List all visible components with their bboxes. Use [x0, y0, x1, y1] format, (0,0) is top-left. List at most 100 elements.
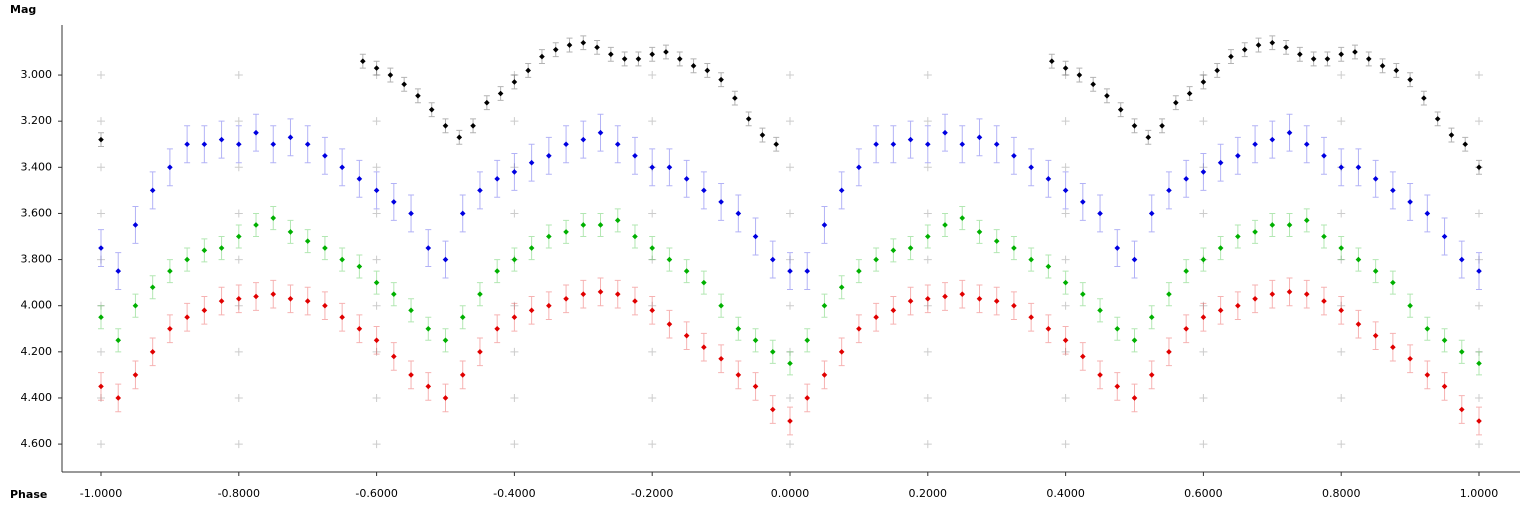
data-point — [942, 222, 948, 228]
grid-plus — [234, 117, 243, 126]
data-point — [1131, 395, 1138, 401]
data-point — [959, 141, 966, 148]
data-point — [253, 129, 259, 136]
data-point — [1080, 199, 1086, 205]
data-point — [115, 337, 122, 344]
data-point — [1076, 72, 1083, 78]
data-point — [1200, 314, 1207, 321]
grid-plus — [786, 209, 795, 218]
data-point — [115, 395, 122, 401]
data-point — [1448, 132, 1455, 138]
y-tick-label: 3.800 — [21, 253, 53, 266]
data-point — [632, 233, 638, 240]
data-point — [1062, 65, 1069, 71]
data-point — [1252, 229, 1258, 235]
data-point — [580, 39, 587, 46]
data-point — [149, 349, 156, 355]
data-point — [494, 176, 500, 182]
data-point — [287, 229, 294, 235]
data-point — [566, 42, 573, 48]
data-point — [1117, 106, 1124, 113]
x-tick-label: 0.0000 — [771, 487, 810, 500]
data-point — [1131, 337, 1138, 344]
data-point — [704, 67, 711, 74]
data-point — [856, 325, 862, 332]
data-point — [621, 56, 628, 62]
data-point — [1255, 42, 1262, 48]
data-point — [649, 164, 656, 171]
data-point — [787, 418, 793, 424]
grid-plus — [1061, 163, 1070, 172]
data-point — [1148, 314, 1155, 321]
data-point — [1424, 372, 1431, 378]
grid-plus — [1337, 209, 1346, 218]
data-point — [287, 134, 294, 141]
data-point — [1159, 122, 1165, 129]
data-point — [235, 295, 242, 302]
data-point — [976, 229, 983, 235]
data-point — [1393, 67, 1400, 74]
data-point — [373, 279, 380, 286]
x-tick-label: -0.4000 — [493, 487, 535, 500]
data-point — [356, 325, 363, 332]
data-point — [322, 152, 328, 159]
data-point — [614, 217, 621, 224]
data-point — [1355, 321, 1362, 327]
data-point — [614, 291, 621, 297]
data-point — [1214, 67, 1220, 74]
data-point — [1241, 46, 1248, 53]
data-point — [759, 132, 766, 138]
data-point — [477, 187, 483, 194]
y-tick-label: 4.400 — [21, 391, 53, 404]
data-point — [1049, 58, 1055, 65]
data-point — [408, 307, 414, 314]
data-point — [98, 136, 104, 143]
grid-plus — [372, 209, 381, 218]
data-point — [184, 314, 190, 321]
grid-plus — [510, 209, 519, 218]
grid-plus — [1061, 255, 1070, 264]
data-point — [1183, 268, 1189, 274]
data-point — [804, 337, 811, 344]
x-tick-label: 1.0000 — [1460, 487, 1499, 500]
grid-plus — [1337, 71, 1346, 80]
data-point — [373, 187, 380, 194]
data-point — [442, 337, 449, 344]
data-point — [167, 325, 173, 332]
data-point — [1186, 90, 1193, 97]
data-point — [528, 307, 535, 314]
data-point — [322, 245, 328, 251]
data-point — [745, 116, 752, 122]
grid-plus — [923, 301, 932, 310]
data-point — [1476, 360, 1482, 367]
data-point — [1217, 245, 1224, 251]
data-point — [387, 72, 394, 78]
data-point — [993, 141, 1000, 148]
data-point — [563, 141, 569, 148]
grid-plus — [372, 440, 381, 449]
grid-plus — [786, 71, 795, 80]
x-tick-label: 0.6000 — [1184, 487, 1223, 500]
data-point — [1166, 291, 1172, 297]
grid-plus — [923, 440, 932, 449]
data-point — [477, 291, 483, 297]
data-point — [415, 93, 421, 99]
data-point — [1441, 233, 1448, 240]
grid-plus — [1061, 71, 1070, 80]
data-point — [1228, 53, 1234, 60]
y-tick-label: 3.600 — [21, 206, 53, 219]
data-point — [546, 302, 552, 309]
data-point — [735, 210, 742, 217]
data-point — [1424, 210, 1431, 217]
x-tick-label: -1.0000 — [80, 487, 122, 500]
data-point — [1235, 302, 1241, 309]
data-point — [752, 233, 759, 240]
grid-plus — [1061, 393, 1070, 402]
data-point — [546, 152, 552, 159]
data-point — [408, 372, 414, 378]
data-point — [838, 349, 845, 355]
data-point — [235, 233, 242, 240]
data-point — [459, 210, 466, 217]
data-point — [356, 263, 363, 270]
data-point — [149, 284, 156, 291]
